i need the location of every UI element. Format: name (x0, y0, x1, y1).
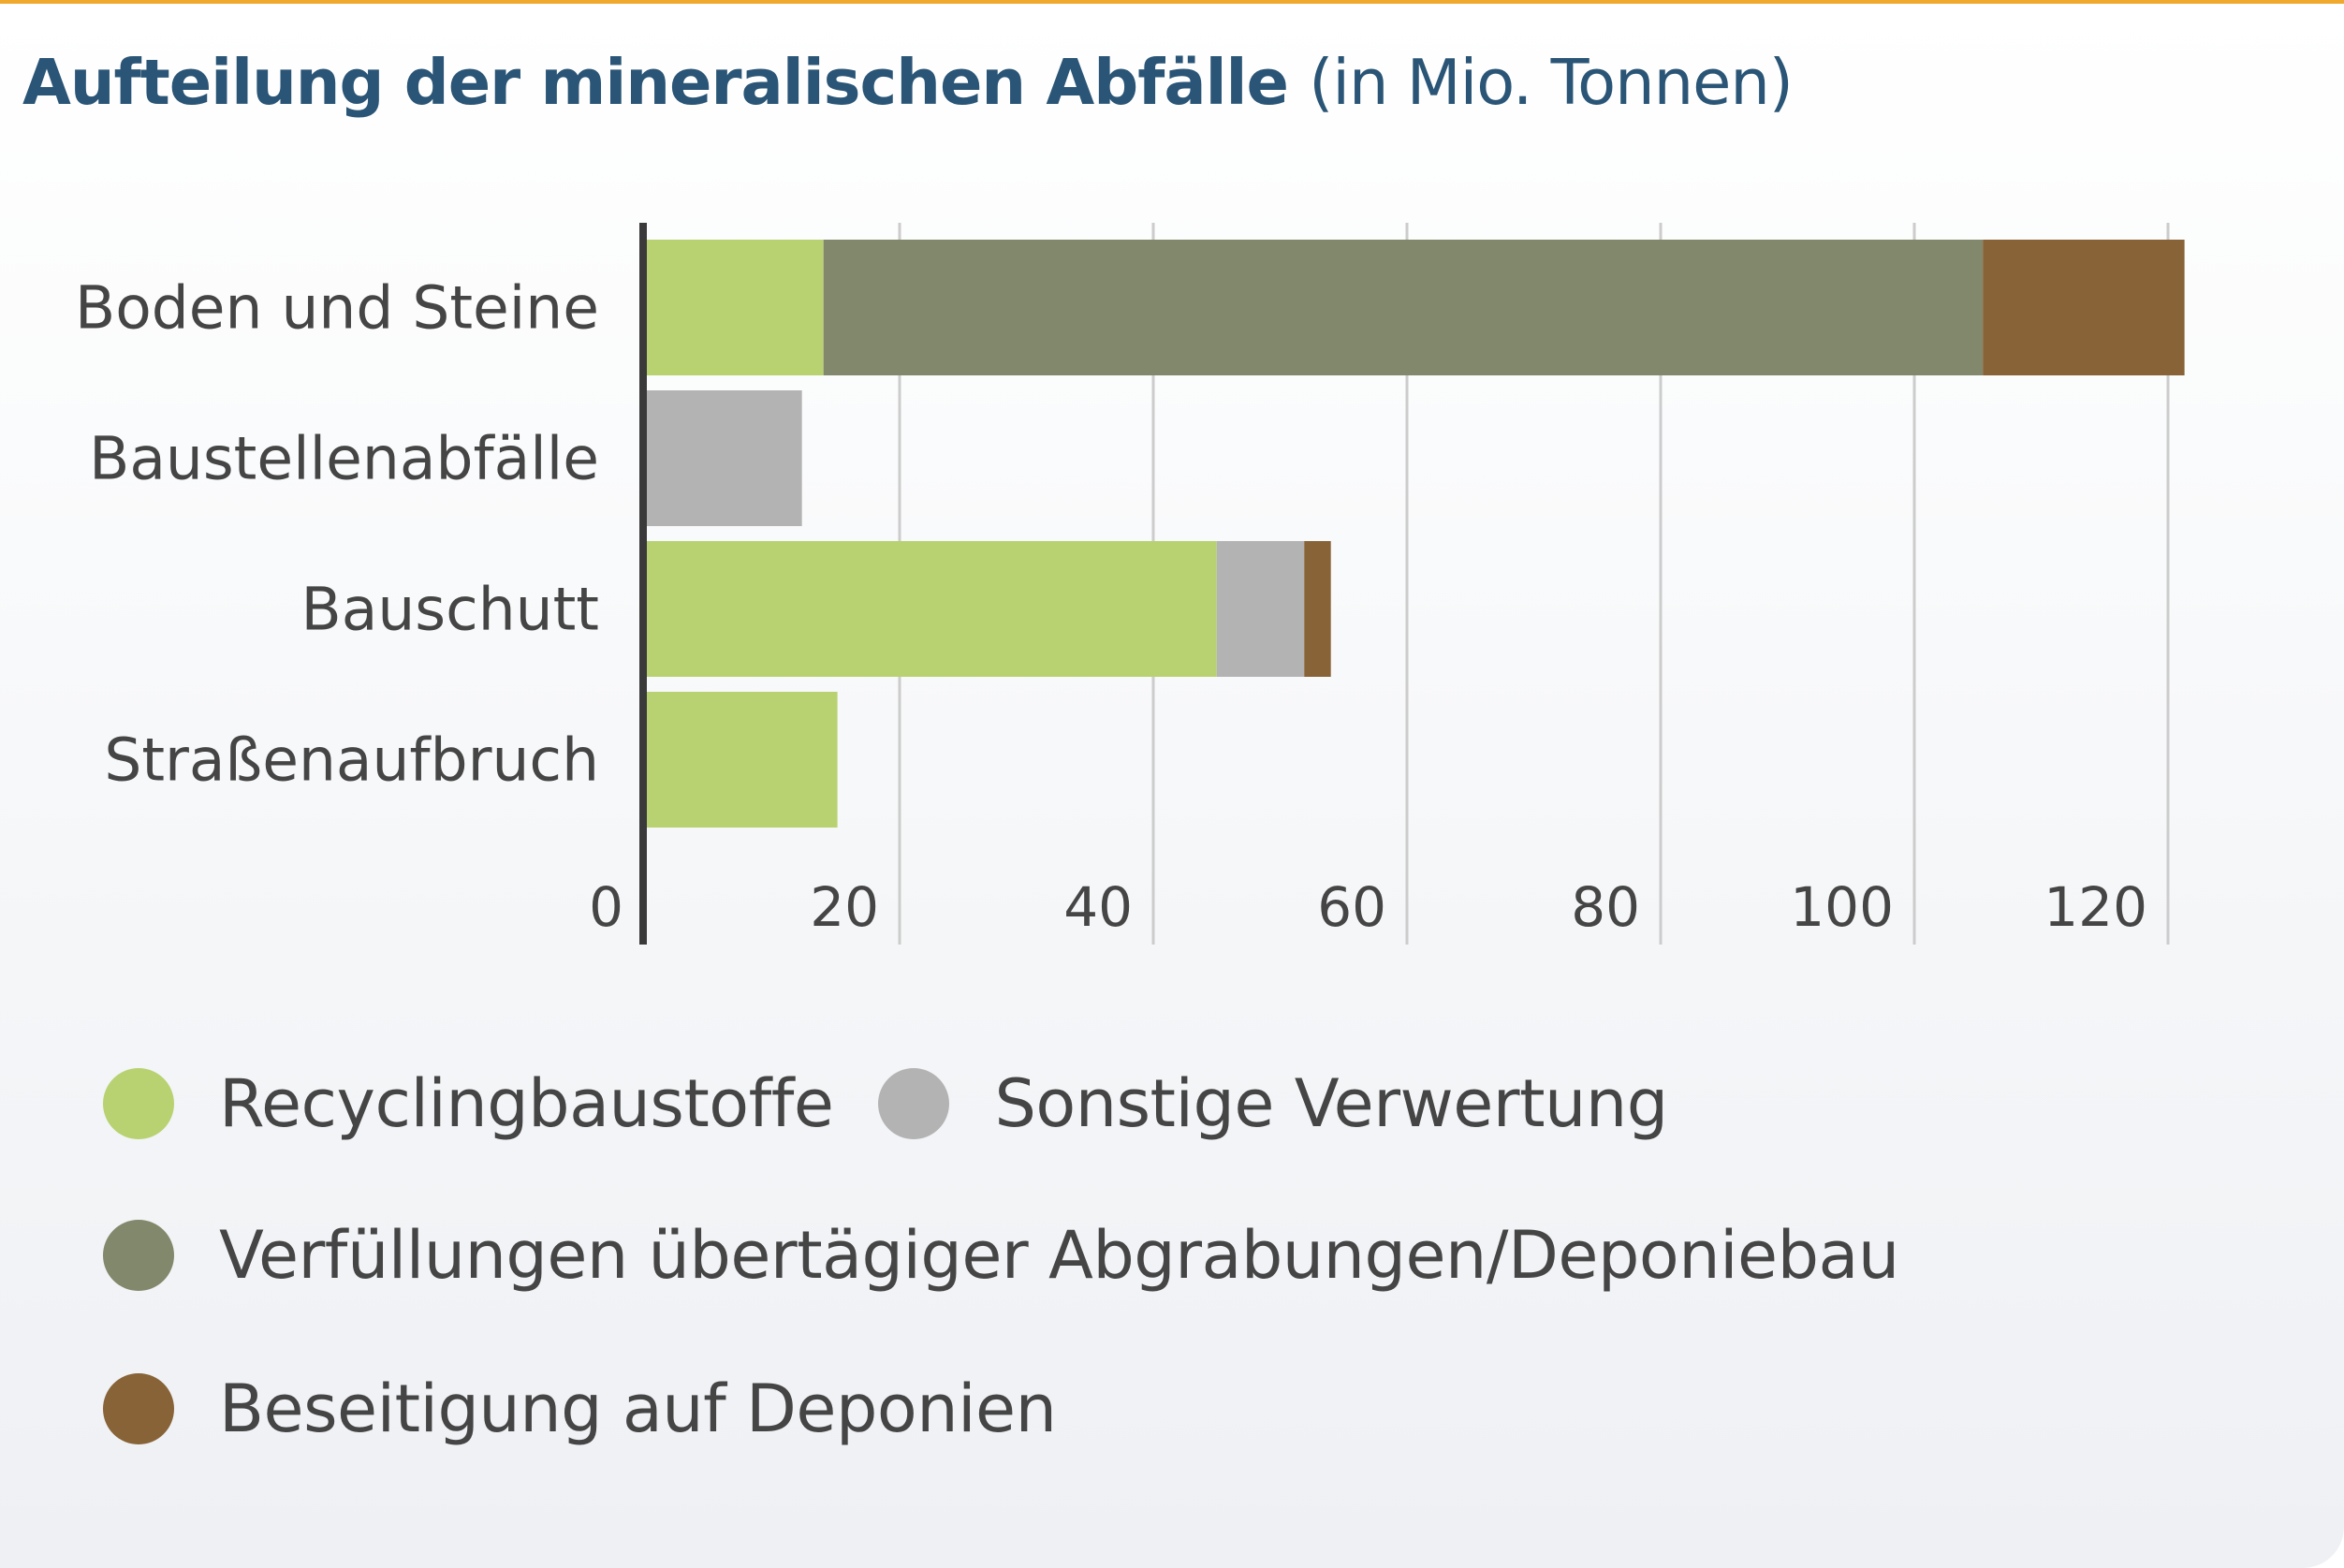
legend-label-recyclingbaustoffe: Recyclingbaustoffe (219, 1065, 833, 1142)
legend-label-verfuellungen: Verfüllungen übertägiger Abgrabungen/Dep… (219, 1217, 1899, 1294)
legend-item-beseitigung: Beseitigung auf Deponien (103, 1370, 1056, 1447)
legend-dot-recyclingbaustoffe (103, 1068, 174, 1139)
legend-dot-verfuellungen (103, 1220, 174, 1291)
category-label-bauschutt: Bauschutt (301, 576, 599, 644)
chart-card: Aufteilung der mineralischen Abfälle (in… (0, 0, 2344, 1568)
tick-label-0: 0 (589, 875, 623, 939)
legend-dot-beseitigung (103, 1373, 174, 1444)
tick-label-60: 60 (1317, 875, 1386, 939)
legend-row-1: Recyclingbaustoffe Sonstige Verwertung (103, 1062, 1713, 1146)
bar-baustellenabfaelle-sonstige-verwertung (646, 390, 802, 526)
legend-item-recyclingbaustoffe: Recyclingbaustoffe (103, 1065, 833, 1142)
bar-bauschutt-sonstige-verwertung (1217, 541, 1304, 677)
bar-bauschutt-beseitigung-auf-deponien (1304, 541, 1330, 677)
tick-label-100: 100 (1790, 875, 1894, 939)
legend-row-3: Beseitigung auf Deponien (103, 1367, 1101, 1451)
category-label-boden-und-steine: Boden und Steine (75, 274, 599, 343)
bar-boden-und-steine-beseitigung-auf-deponien (1983, 240, 2184, 375)
category-label-strassenaufbruch: Straßenaufbruch (104, 726, 599, 795)
legend-label-sonstige-verwertung: Sonstige Verwertung (994, 1065, 1667, 1142)
tick-label-80: 80 (1571, 875, 1640, 939)
legend-row-2: Verfüllungen übertägiger Abgrabungen/Dep… (103, 1213, 1944, 1297)
tick-label-40: 40 (1063, 875, 1133, 939)
bar-strassenaufbruch-recyclingbaustoffe (646, 692, 838, 828)
bar-bauschutt-recyclingbaustoffe (646, 541, 1217, 677)
bar-boden-und-steine-verfuellungen-uebertaegiger-abgrabungen-deponiebau (824, 240, 1983, 375)
stacked-bar-chart: Boden und Steine Baustellenabfälle Bauschu… (0, 4, 2344, 987)
legend-item-verfuellungen: Verfüllungen übertägiger Abgrabungen/Dep… (103, 1217, 1899, 1294)
legend-item-sonstige-verwertung: Sonstige Verwertung (878, 1065, 1667, 1142)
category-label-baustellenabfaelle: Baustellenabfälle (89, 425, 599, 493)
tick-label-120: 120 (2044, 875, 2147, 939)
bar-boden-und-steine-recyclingbaustoffe (646, 240, 824, 375)
tick-label-20: 20 (810, 875, 879, 939)
legend-label-beseitigung: Beseitigung auf Deponien (219, 1370, 1056, 1447)
legend-dot-sonstige-verwertung (878, 1068, 949, 1139)
